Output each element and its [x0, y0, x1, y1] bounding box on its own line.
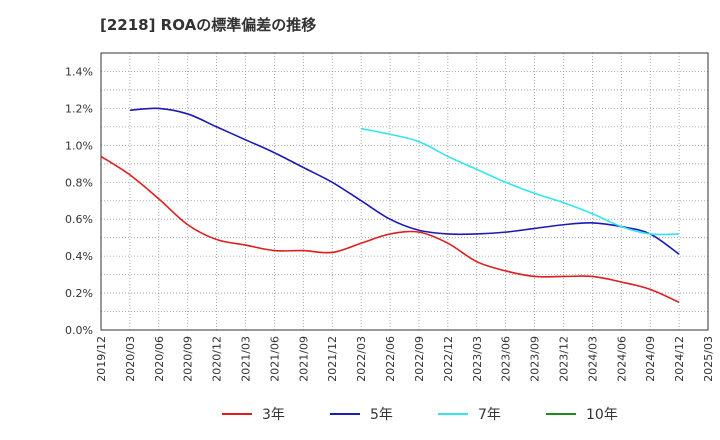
x-tick-label: 2023/03: [471, 336, 484, 382]
x-tick-label: 2021/06: [268, 336, 281, 382]
x-tick-label: 2025/03: [702, 336, 715, 382]
series-line-2: [129, 107, 680, 255]
x-tick-label: 2021/09: [297, 336, 310, 382]
x-tick-label: 2021/03: [240, 336, 253, 382]
y-tick-label: 1.0%: [65, 139, 93, 152]
x-tick-label: 2020/12: [211, 336, 224, 382]
x-tick-label: 2021/12: [326, 336, 339, 382]
x-tick-label: 2023/06: [500, 336, 513, 382]
y-tick-label: 1.2%: [65, 102, 93, 115]
plot-area-frame: [100, 52, 709, 331]
x-tick-label: 2024/03: [586, 336, 599, 382]
y-tick-label: 1.4%: [65, 65, 93, 78]
y-tick-label: 0.0%: [65, 324, 93, 337]
x-tick-label: 2024/09: [644, 336, 657, 382]
x-tick-label: 2019/12: [95, 336, 108, 382]
y-tick-label: 0.4%: [65, 250, 93, 263]
legend-label-2: 5年: [370, 407, 393, 423]
y-tick-label: 0.6%: [65, 213, 93, 226]
x-tick-label: 2020/06: [153, 336, 166, 382]
legend-label-4: 10年: [586, 407, 618, 423]
x-tick-label: 2024/06: [615, 336, 628, 382]
x-tick-label: 2020/09: [182, 336, 195, 382]
chart-title: [2218] ROAの標準偏差の推移: [100, 16, 317, 34]
series-line-1: [100, 155, 680, 304]
legend-label-1: 3年: [262, 407, 285, 423]
x-tick-label: 2023/09: [529, 336, 542, 382]
x-tick-label: 2022/09: [413, 336, 426, 382]
x-tick-label: 2020/03: [124, 336, 137, 382]
y-tick-label: 0.8%: [65, 176, 93, 189]
x-tick-label: 2022/03: [355, 336, 368, 382]
x-tick-label: 2022/12: [442, 336, 455, 382]
series-line-3: [360, 127, 680, 236]
x-tick-label: 2024/12: [673, 336, 686, 382]
x-tick-label: 2023/12: [557, 336, 570, 382]
x-tick-label: 2022/06: [384, 336, 397, 382]
y-tick-label: 0.2%: [65, 287, 93, 300]
legend-label-3: 7年: [478, 407, 501, 423]
